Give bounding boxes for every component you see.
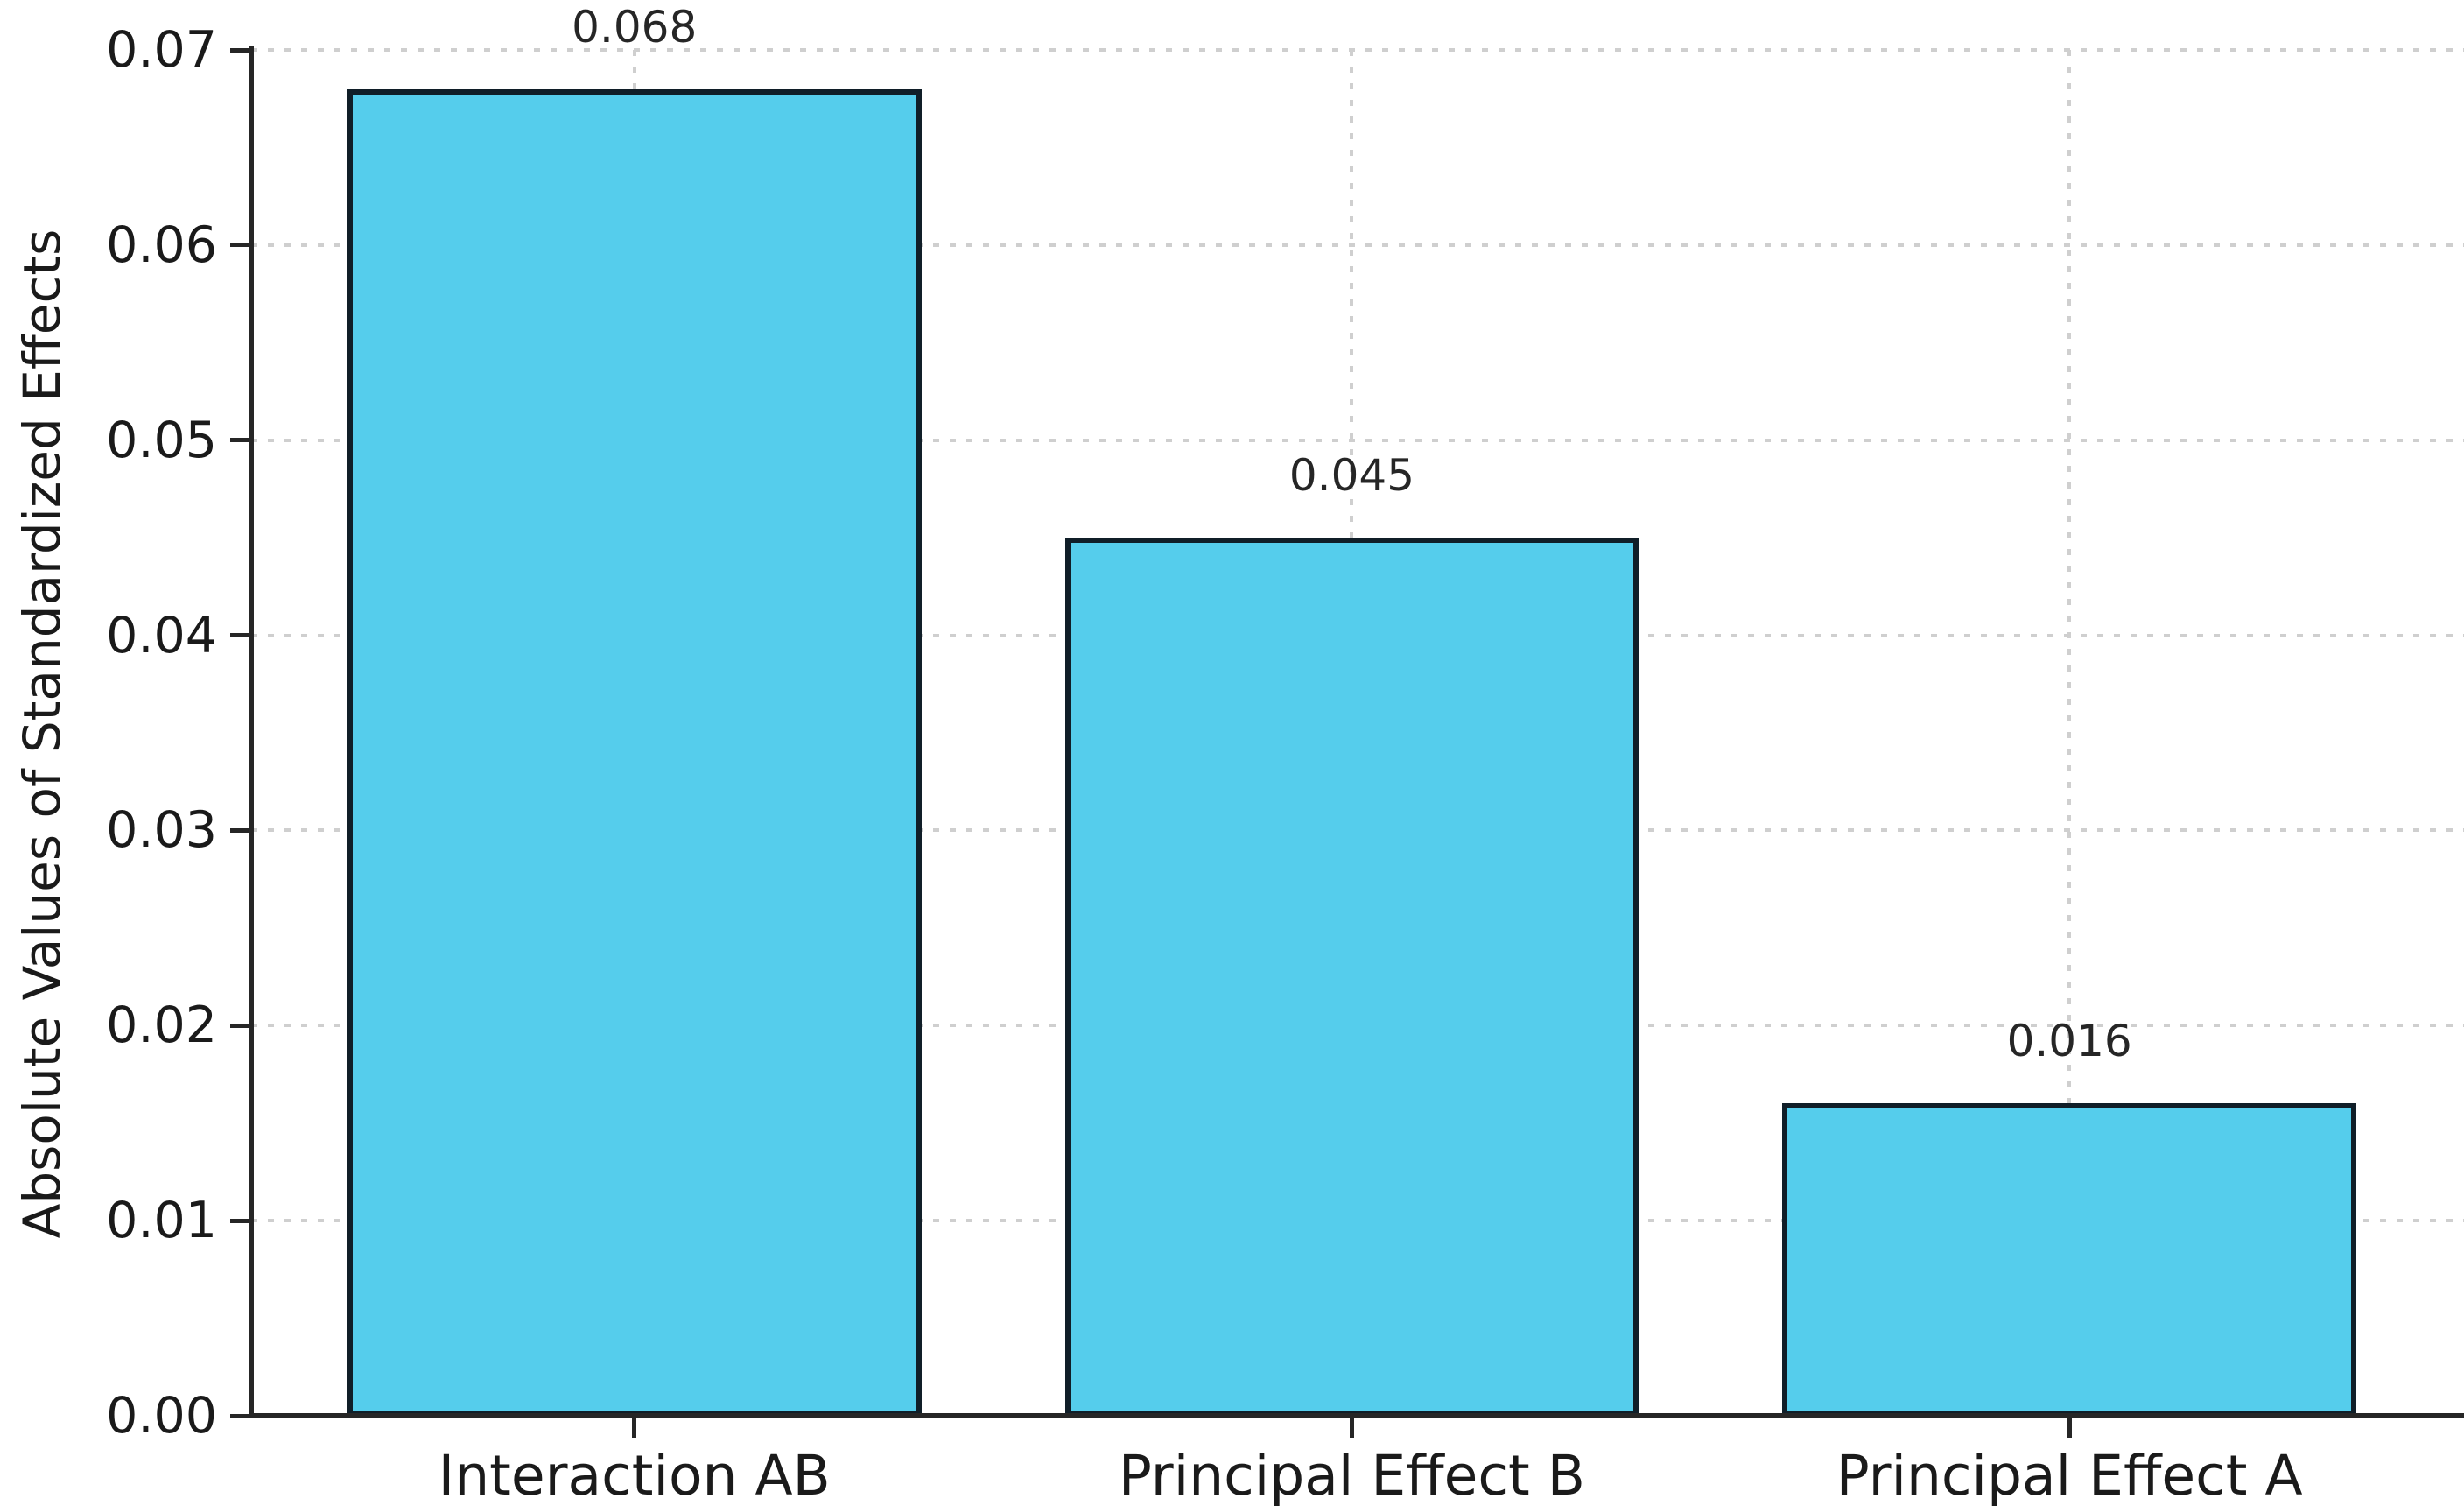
y-tick-mark: [230, 1218, 251, 1223]
y-tick-mark: [230, 1023, 251, 1028]
y-axis-title: Absolute Values of Standardized Effects: [12, 229, 72, 1239]
x-tick-label: Interaction AB: [438, 1444, 831, 1506]
y-tick-mark: [230, 827, 251, 833]
h-gridline: [251, 48, 2464, 52]
y-tick-label: 0.04: [106, 606, 217, 665]
v-gridline: [2067, 50, 2072, 1416]
y-tick-mark: [230, 1413, 251, 1418]
bar-value-label: 0.045: [1288, 450, 1415, 502]
y-tick-label: 0.00: [106, 1387, 217, 1445]
y-tick-mark: [230, 47, 251, 53]
y-tick-mark: [230, 633, 251, 638]
y-tick-label: 0.06: [106, 215, 217, 274]
y-tick-label: 0.05: [106, 411, 217, 469]
x-tick-mark: [632, 1418, 637, 1438]
h-gridline: [251, 438, 2464, 442]
y-tick-mark: [230, 243, 251, 248]
x-axis-line: [249, 1413, 2464, 1418]
y-axis-spine: [249, 46, 254, 1418]
bar-value-label: 0.068: [572, 1, 698, 53]
bar-value-label: 0.016: [2006, 1016, 2132, 1067]
x-tick-label: Principal Effect B: [1118, 1444, 1585, 1506]
bar: [1782, 1103, 2357, 1416]
y-tick-mark: [230, 438, 251, 443]
y-tick-label: 0.02: [106, 996, 217, 1055]
plot-area: [251, 48, 2464, 1416]
y-tick-label: 0.03: [106, 801, 217, 860]
y-tick-label: 0.01: [106, 1192, 217, 1250]
x-tick-mark: [2067, 1418, 2072, 1438]
x-tick-label: Principal Effect A: [1836, 1444, 2303, 1506]
h-gridline: [251, 243, 2464, 247]
x-tick-mark: [1349, 1418, 1354, 1438]
bar: [347, 88, 922, 1416]
y-tick-label: 0.07: [106, 21, 217, 79]
bar: [1064, 538, 1639, 1416]
